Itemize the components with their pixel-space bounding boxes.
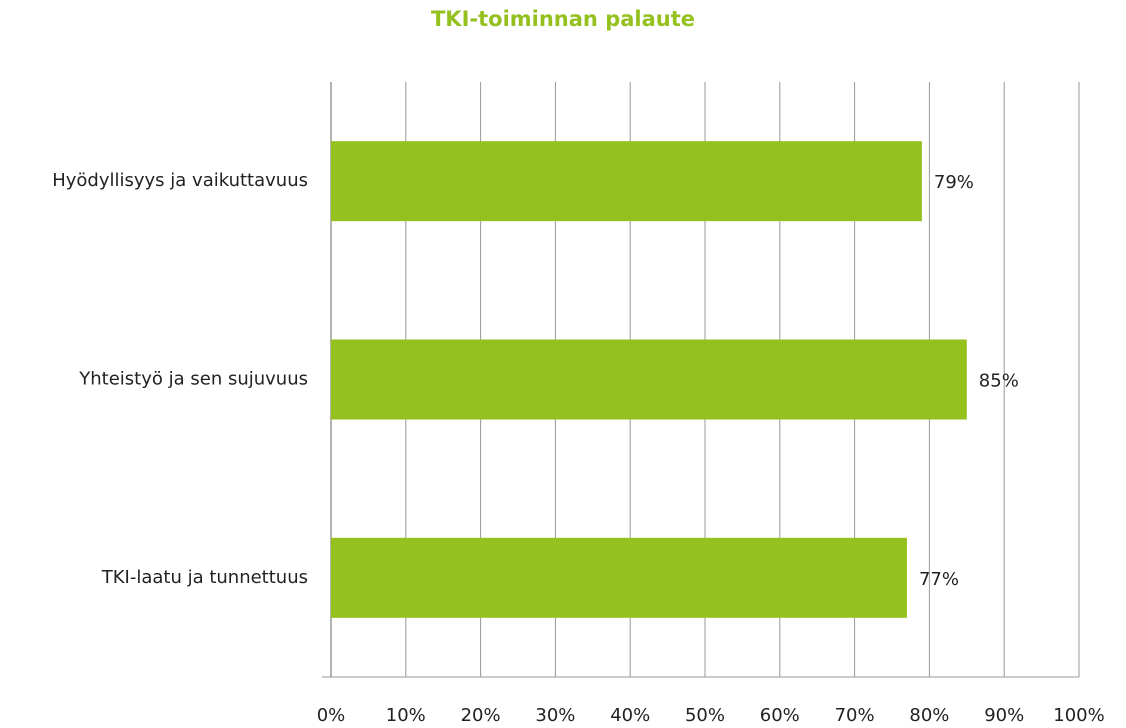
- y-tick-label: Hyödyllisyys ja vaikuttavuus: [52, 170, 308, 191]
- x-tick-label: 70%: [835, 705, 875, 726]
- x-tick-label: 60%: [760, 705, 800, 726]
- data-label: 85%: [979, 371, 1019, 392]
- x-tick-label: 20%: [461, 705, 501, 726]
- x-tick-label: 10%: [386, 705, 426, 726]
- bar: [331, 537, 907, 618]
- x-tick-label: 30%: [535, 705, 575, 726]
- y-tick-label: TKI-laatu ja tunnettuus: [101, 567, 308, 588]
- x-tick-label: 0%: [317, 705, 346, 726]
- x-tick-label: 100%: [1053, 705, 1104, 726]
- chart-title: TKI-toiminnan palaute: [431, 7, 695, 31]
- x-tick-label: 90%: [984, 705, 1024, 726]
- x-tick-label: 80%: [909, 705, 949, 726]
- x-tick-label: 50%: [685, 705, 725, 726]
- data-label: 79%: [934, 172, 974, 193]
- bar: [331, 339, 967, 420]
- data-label: 77%: [919, 569, 959, 590]
- y-tick-label: Yhteistyö ja sen sujuvuus: [78, 369, 308, 390]
- x-tick-label: 40%: [610, 705, 650, 726]
- bar: [331, 141, 922, 222]
